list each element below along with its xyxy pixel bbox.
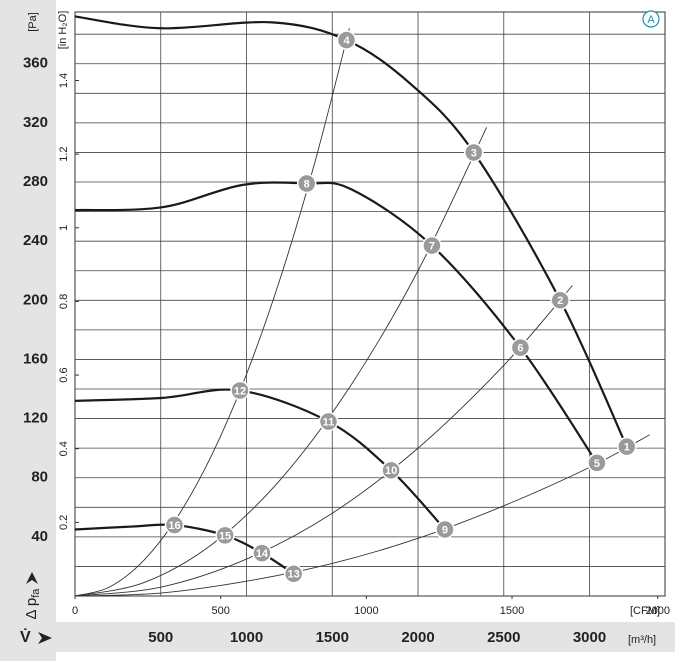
y-tick-label: 40 — [31, 528, 48, 545]
operating-point-label: 1 — [624, 442, 630, 454]
y-label-sub: fa — [30, 588, 42, 598]
operating-point — [283, 564, 304, 584]
operating-point-label: 2 — [557, 295, 563, 307]
operating-point — [587, 453, 607, 473]
operating-point — [164, 515, 185, 535]
y-tick-label: 240 — [23, 232, 48, 249]
operating-point — [336, 30, 357, 50]
y-tick-label: 360 — [23, 55, 48, 72]
x-arrow — [38, 632, 52, 644]
operating-point-label: 15 — [219, 530, 231, 542]
y2-tick-label: 1 — [58, 225, 70, 231]
y-tick-label: 320 — [23, 114, 48, 131]
y-unit: [Pa] — [27, 12, 39, 32]
x2-tick-label: 1000 — [354, 605, 378, 617]
x2-unit: [CFM] — [630, 605, 660, 617]
operating-point-label: 9 — [442, 524, 448, 536]
operating-point — [422, 235, 442, 256]
operating-point — [550, 290, 570, 311]
y2-tick-label: 0.8 — [58, 294, 70, 309]
plot-frame — [74, 11, 666, 597]
y2-tick-label: 0.2 — [58, 515, 70, 530]
y-arrow — [26, 572, 38, 584]
y2-tick-label: 0.6 — [58, 367, 70, 382]
y2-tick-label: 1.4 — [58, 73, 70, 88]
system-curve — [74, 285, 573, 597]
y-label-main: Δ p — [23, 598, 40, 620]
x-unit: [m³/h] — [628, 634, 656, 646]
y-tick-label: 280 — [23, 173, 48, 190]
operating-point — [381, 460, 401, 481]
grid — [75, 12, 665, 596]
operating-point-label: 6 — [517, 343, 523, 355]
operating-point — [215, 525, 235, 546]
x-tick-label: 2500 — [487, 629, 520, 646]
x2-tick-label: 500 — [211, 605, 229, 617]
operating-point-label: 12 — [234, 385, 246, 397]
badge-circle — [642, 10, 660, 28]
x-label: V̇ — [20, 628, 31, 646]
system-curve — [74, 127, 488, 597]
system-curve — [74, 28, 350, 597]
x2-tick-label: 0 — [72, 605, 78, 617]
operating-point-label: 5 — [594, 458, 600, 470]
operating-point-label: 7 — [429, 241, 435, 253]
x-tick-label: 3000 — [573, 629, 606, 646]
operating-point — [318, 411, 339, 432]
operating-point-label: 11 — [323, 416, 335, 428]
x2-tick-label: 1500 — [500, 605, 524, 617]
y-tick-label: 80 — [31, 469, 48, 486]
x-tick-label: 1000 — [230, 629, 263, 646]
operating-point-label: 4 — [343, 35, 350, 47]
operating-point-label: 3 — [471, 147, 477, 159]
y-tick-label: 120 — [23, 410, 48, 427]
badge: A — [647, 14, 655, 26]
operating-point — [435, 519, 455, 540]
x-tick-label: 500 — [148, 629, 173, 646]
y-tick-label: 200 — [23, 291, 48, 308]
operating-point — [464, 142, 484, 163]
operating-point-label: 10 — [385, 465, 397, 477]
y2-unit: [in H₂O] — [57, 11, 69, 50]
y-tick-label: 160 — [23, 350, 48, 367]
x-tick-label: 2000 — [401, 629, 434, 646]
operating-point — [617, 436, 637, 457]
operating-point-label: 16 — [168, 520, 180, 532]
operating-point — [252, 543, 272, 563]
operating-point — [230, 380, 250, 401]
system-curve — [74, 434, 650, 597]
bottom-band — [0, 622, 675, 652]
operating-point — [510, 337, 531, 358]
y2-tick-label: 0.4 — [58, 441, 70, 456]
left-band — [0, 0, 56, 661]
operating-point-label: 8 — [304, 178, 310, 190]
operating-point-label: 13 — [288, 569, 300, 581]
x-tick-label: 1500 — [316, 629, 349, 646]
y2-tick-label: 1.2 — [58, 146, 70, 161]
operating-point — [296, 173, 317, 194]
operating-point-label: 14 — [256, 548, 269, 560]
y-label: Δ pfa — [23, 588, 42, 620]
x2-tick-label: 2000 — [645, 605, 669, 617]
